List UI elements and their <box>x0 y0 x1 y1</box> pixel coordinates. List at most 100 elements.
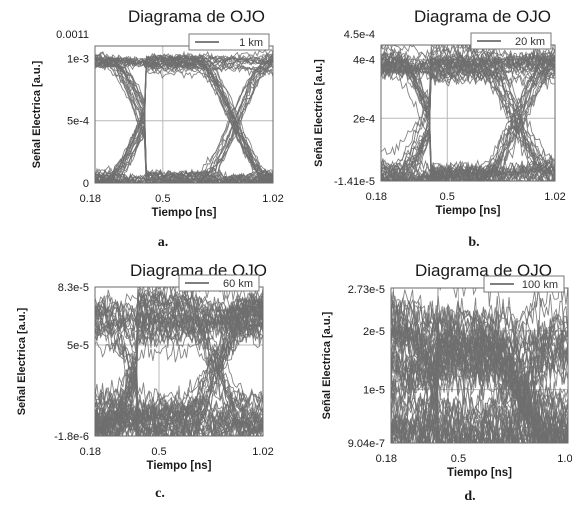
eye-trace <box>391 337 568 426</box>
eye-trace <box>381 50 555 181</box>
y-axis-label: Señal Electrica [a.u.] <box>313 59 325 167</box>
eye-trace <box>95 287 263 436</box>
x-tick-label: 0.5 <box>151 446 166 458</box>
eye-trace <box>391 289 568 419</box>
eye-trace <box>381 54 555 75</box>
eye-trace <box>381 47 555 176</box>
eye-trace <box>95 173 273 183</box>
y-tick-label: -1.8e-6 <box>54 431 89 443</box>
y-tick-label: 5e-4 <box>67 116 89 128</box>
y-axis-label: Señal Electrica [a.u.] <box>321 311 333 419</box>
legend-label: 1 km <box>239 37 263 49</box>
chart-title: Diagrama de OJO <box>128 7 265 26</box>
eye-trace <box>99 57 273 183</box>
eye-trace <box>381 52 555 80</box>
x-tick-label: 0.18 <box>376 453 397 465</box>
panel-caption: a. <box>158 235 169 250</box>
eye-trace <box>95 291 263 436</box>
x-axis-label: Tiempo [ns] <box>436 205 501 217</box>
eye-trace <box>95 396 263 436</box>
eye-trace <box>381 63 555 181</box>
eye-trace <box>95 413 263 436</box>
x-tick-label: 0.18 <box>80 446 101 458</box>
x-tick-label: 0.5 <box>451 453 466 465</box>
eye-trace <box>95 287 260 436</box>
eye-trace <box>381 45 548 181</box>
plot-frame <box>380 44 556 182</box>
y-top-label: 2.73e-5 <box>348 284 385 296</box>
y-tick-label: 5e-5 <box>67 340 89 352</box>
eye-trace <box>391 311 568 412</box>
x-tick-label: 1.02 <box>262 193 283 205</box>
chart-title: Diagrama de OJO <box>414 7 551 26</box>
panel-caption: c. <box>155 486 165 501</box>
x-tick-label: 1.02 <box>544 191 565 203</box>
eye-trace <box>95 290 263 436</box>
eye-chart-3: Diagrama de OJO-1.8e-65e-58.3e-50.18 0.5 1… <box>16 261 274 501</box>
plot-frame <box>94 45 274 184</box>
legend: 1 km <box>188 33 270 51</box>
eye-trace <box>95 50 270 183</box>
eye-trace <box>386 57 555 181</box>
eye-trace <box>95 170 273 183</box>
eye-trace <box>95 51 273 183</box>
eye-trace <box>95 60 243 183</box>
eye-trace <box>381 47 555 177</box>
x-tick-label: 0.18 <box>80 193 101 205</box>
legend: 20 km <box>470 32 552 50</box>
eye-trace <box>95 54 273 180</box>
panel-caption: b. <box>468 235 479 250</box>
x-axis-label: Tiempo [ns] <box>152 207 217 219</box>
y-tick-label: -1.41e-5 <box>334 176 375 188</box>
x-tick-label: 1.02 <box>252 446 273 458</box>
x-axis-label: Tiempo [ns] <box>447 467 512 479</box>
eye-traces <box>381 45 555 181</box>
panel-caption: d. <box>464 489 475 504</box>
y-tick-label: 0 <box>83 178 89 190</box>
eye-trace <box>381 57 555 181</box>
legend: 100 km <box>483 275 565 293</box>
y-axis-label: Señal Electrica [a.u.] <box>31 60 43 168</box>
x-tick-label: 0.5 <box>440 191 455 203</box>
eye-trace <box>95 292 263 422</box>
eye-trace <box>95 62 273 183</box>
eye-trace <box>95 48 273 180</box>
y-tick-label: 2e-4 <box>353 113 375 125</box>
y-top-label: 0.0011 <box>56 29 89 41</box>
y-tick-label: 2e-5 <box>363 326 385 338</box>
eye-trace <box>404 298 568 443</box>
y-top-label: 8.3e-5 <box>58 282 89 294</box>
eye-trace <box>95 303 263 431</box>
eye-trace <box>95 51 273 183</box>
eye-trace <box>391 339 560 443</box>
x-tick-label: 1.02 <box>557 453 572 465</box>
x-axis-label: Tiempo [ns] <box>147 460 212 472</box>
y-top-label: 4.5e-4 <box>344 29 375 41</box>
plot-frame <box>390 287 569 444</box>
eye-trace <box>381 165 555 181</box>
y-tick-label: 9.04e-7 <box>348 438 385 450</box>
legend-label: 60 km <box>223 278 253 290</box>
x-tick-label: 0.18 <box>366 191 387 203</box>
x-tick-label: 0.5 <box>155 193 170 205</box>
eye-trace <box>95 53 234 183</box>
eye-chart-2: Diagrama de OJO -1.41e-5 2e-4 4e-4 4.5e-4 0.1… <box>313 7 566 250</box>
eye-traces <box>391 288 568 443</box>
eye-chart-1: Diagrama de OJO 0 5e-4 1e-3 0.0011 0.18 0.5 1.0… <box>31 7 284 250</box>
eye-trace <box>95 312 263 347</box>
eye-trace <box>381 56 555 181</box>
eye-traces <box>95 48 273 183</box>
eye-trace <box>409 160 555 181</box>
eye-trace <box>391 322 543 443</box>
eye-trace <box>95 306 263 334</box>
eye-trace <box>95 55 266 183</box>
y-tick-label: 4e-4 <box>353 55 375 67</box>
eye-trace <box>387 64 555 181</box>
y-axis-label: Señal Electrica [a.u.] <box>16 307 28 415</box>
legend-label: 20 km <box>515 36 545 48</box>
eye-trace <box>417 389 536 443</box>
eye-trace <box>95 59 273 183</box>
eye-chart-4: Diagrama de OJO 9.04e-7 1e-5 2e-5 2.73e-5 0.1… <box>321 261 572 504</box>
eye-trace <box>95 295 263 407</box>
